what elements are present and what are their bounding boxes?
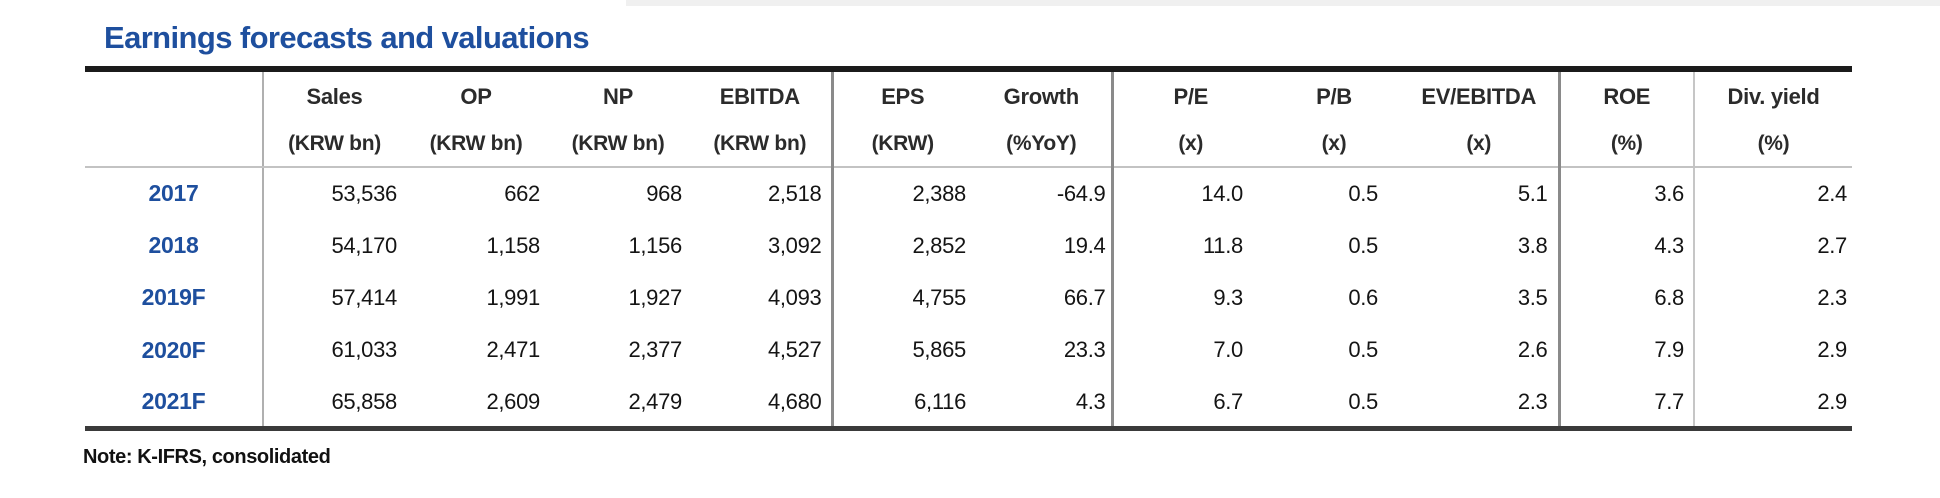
data-cell-sales: 53,536 [331, 180, 398, 206]
year-cell: 2017 [85, 167, 264, 220]
data-cell-ebitda: 2,518 [689, 167, 834, 220]
unit-growth: (%YoY) [972, 121, 1114, 168]
data-cell-eps: 5,865 [912, 337, 966, 363]
unit-eps: (KRW) [832, 121, 972, 168]
data-cell-op: 662 [504, 180, 540, 206]
data-cell-sales: 61,033 [331, 337, 398, 363]
table-row-2018: 2018 54,170 1,158 1,156 3,092 2,852 19.4… [85, 219, 1852, 272]
data-cell-roe: 4.3 [1559, 219, 1695, 272]
header-eps: EPS [881, 83, 925, 109]
unit-sales: (KRW bn) [263, 121, 405, 168]
data-cell-div-yield: 2.9 [1817, 388, 1847, 414]
data-cell-roe: 7.9 [1559, 324, 1695, 377]
data-cell-ebitda: 4,680 [689, 376, 834, 429]
data-cell-pe: 9.3 [1213, 284, 1243, 310]
footnote: Note: K-IFRS, consolidated [83, 446, 331, 468]
year-cell: 2019F [85, 271, 264, 325]
table-row-2019F: 2019F 57,414 1,991 1,927 4,093 4,755 66.… [85, 271, 1852, 325]
data-cell-np: 1,927 [628, 284, 682, 310]
unit-blank [85, 121, 264, 168]
unit-op: (KRW bn) [405, 121, 547, 168]
data-cell-pb: 0.5 [1348, 180, 1378, 206]
data-cell-pb: 0.5 [1348, 232, 1378, 258]
table-row-2017: 2017 53,536 662 968 2,518 2,388 -64.9 14… [85, 167, 1852, 220]
header-label-row: Sales OP NP EBITDA EPS Growth P/E P/B EV… [85, 69, 1852, 121]
data-cell-growth: 19.4 [972, 219, 1114, 272]
table-header: Sales OP NP EBITDA EPS Growth P/E P/B EV… [85, 69, 1852, 168]
data-cell-growth: 23.3 [972, 324, 1114, 377]
data-cell-eps: 2,852 [912, 232, 966, 258]
header-growth: Growth [972, 69, 1114, 121]
data-cell-pb: 0.5 [1348, 337, 1378, 363]
data-cell-op: 1,991 [486, 284, 540, 310]
data-cell-ebitda: 4,527 [689, 324, 834, 377]
unit-ev-ebitda: (x) [1400, 121, 1561, 168]
data-cell-ev-ebitda: 3.8 [1400, 219, 1561, 272]
unit-ebitda: (KRW bn) [689, 121, 834, 168]
data-cell-eps: 4,755 [912, 284, 966, 310]
data-cell-ev-ebitda: 5.1 [1400, 167, 1561, 220]
header-pb: P/B [1316, 83, 1352, 109]
earnings-forecasts-table: Sales OP NP EBITDA EPS Growth P/E P/B EV… [85, 66, 1852, 432]
unit-roe: (%) [1559, 121, 1695, 168]
data-cell-np: 968 [646, 180, 682, 206]
data-cell-pe: 11.8 [1203, 232, 1243, 258]
data-cell-div-yield: 2.9 [1817, 337, 1847, 363]
table-row-2021F: 2021F 65,858 2,609 2,479 4,680 6,116 4.3… [85, 376, 1852, 429]
data-cell-roe: 3.6 [1559, 167, 1695, 220]
data-cell-np: 2,479 [628, 388, 682, 414]
data-cell-sales: 65,858 [331, 388, 398, 414]
data-cell-ev-ebitda: 2.3 [1400, 376, 1561, 429]
header-op: OP [460, 83, 492, 109]
data-cell-div-yield: 2.4 [1817, 180, 1847, 206]
data-cell-div-yield: 2.3 [1817, 284, 1847, 310]
year-cell: 2021F [85, 376, 264, 429]
header-sales: Sales [306, 83, 363, 109]
data-cell-ebitda: 3,092 [689, 219, 834, 272]
data-cell-pb: 0.5 [1348, 388, 1378, 414]
header-div-yield: Div. yield [1727, 83, 1820, 109]
section-title: Earnings forecasts and valuations [104, 20, 590, 55]
header-ev-ebitda: EV/EBITDA [1400, 69, 1561, 121]
data-cell-op: 1,158 [486, 232, 540, 258]
header-pe: P/E [1173, 83, 1209, 109]
data-cell-sales: 54,170 [331, 232, 398, 258]
table-row-2020F: 2020F 61,033 2,471 2,377 4,527 5,865 23.… [85, 324, 1852, 377]
data-cell-np: 1,156 [628, 232, 682, 258]
data-cell-pe: 6.7 [1213, 388, 1243, 414]
data-cell-ev-ebitda: 3.5 [1400, 271, 1561, 325]
data-cell-pe: 7.0 [1213, 337, 1243, 363]
header-roe: ROE [1559, 69, 1695, 121]
header-blank [85, 69, 264, 121]
header-np: NP [603, 83, 633, 109]
data-cell-roe: 6.8 [1559, 271, 1695, 325]
unit-np: (KRW bn) [547, 121, 689, 168]
data-cell-growth: 4.3 [972, 376, 1114, 429]
data-cell-ev-ebitda: 2.6 [1400, 324, 1561, 377]
data-cell-op: 2,471 [486, 337, 540, 363]
data-cell-np: 2,377 [628, 337, 682, 363]
unit-pb: (x) [1268, 121, 1400, 168]
header-unit-row: (KRW bn) (KRW bn) (KRW bn) (KRW bn) (KRW… [85, 121, 1852, 168]
data-cell-roe: 7.7 [1559, 376, 1695, 429]
data-cell-growth: 66.7 [972, 271, 1114, 325]
year-cell: 2020F [85, 324, 264, 377]
data-cell-eps: 6,116 [914, 388, 966, 414]
year-cell: 2018 [85, 219, 264, 272]
data-cell-pb: 0.6 [1348, 284, 1378, 310]
data-cell-ebitda: 4,093 [689, 271, 834, 325]
top-gray-strip [626, 0, 1940, 6]
header-ebitda: EBITDA [689, 69, 834, 121]
unit-div-yield: (%) [1694, 121, 1852, 168]
data-cell-sales: 57,414 [331, 284, 398, 310]
data-cell-op: 2,609 [486, 388, 540, 414]
data-cell-eps: 2,388 [912, 180, 966, 206]
data-cell-growth: -64.9 [972, 167, 1114, 220]
data-cell-div-yield: 2.7 [1817, 232, 1847, 258]
table-body: 2017 53,536 662 968 2,518 2,388 -64.9 14… [85, 167, 1852, 429]
data-cell-pe: 14.0 [1201, 180, 1243, 206]
unit-pe: (x) [1112, 121, 1268, 168]
